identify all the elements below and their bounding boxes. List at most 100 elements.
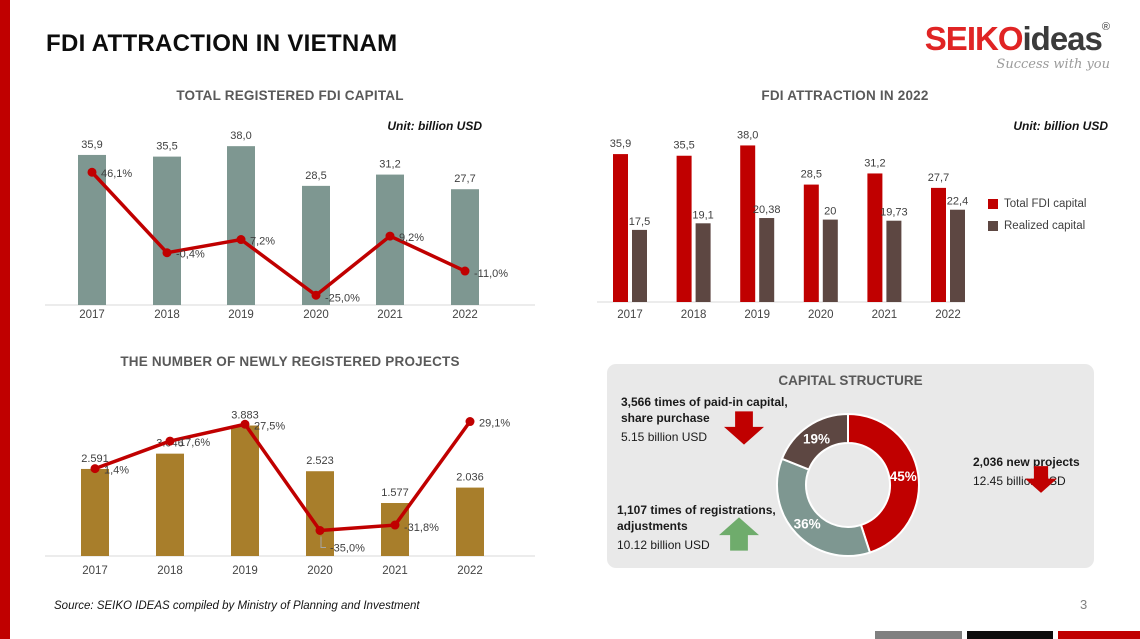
annotation-paid-in-capital: 3,566 times of paid-in capital, share pu… xyxy=(621,394,831,445)
total-fdi-capital-chart-svg: 35,9 2017 35,5 2018 38,0 2019 28,5 2020 31,2 2021… xyxy=(45,130,535,321)
annotation-value: 5.15 billion USD xyxy=(621,430,708,444)
footer-bar-red xyxy=(1058,631,1140,639)
svg-text:27,7: 27,7 xyxy=(928,172,949,184)
svg-text:-31,8%: -31,8% xyxy=(404,522,439,534)
svg-text:2019: 2019 xyxy=(228,309,254,321)
svg-text:20: 20 xyxy=(824,206,836,218)
annotation-value: 10.12 billion USD xyxy=(617,538,710,552)
svg-text:2020: 2020 xyxy=(307,565,333,577)
svg-text:2017: 2017 xyxy=(79,309,105,321)
svg-text:-0,4%: -0,4% xyxy=(176,249,205,261)
left-accent-bar xyxy=(0,0,10,639)
svg-text:2022: 2022 xyxy=(452,309,478,321)
svg-text:28,5: 28,5 xyxy=(801,169,822,181)
svg-text:9,2%: 9,2% xyxy=(399,232,424,244)
annotation-registrations-adjustments: 1,107 times of registrations, adjustment… xyxy=(617,502,827,553)
svg-text:2.036: 2.036 xyxy=(456,472,484,484)
svg-text:19,73: 19,73 xyxy=(880,207,908,219)
logo-wordmark: SEIKOideas® xyxy=(890,20,1110,57)
svg-text:45%: 45% xyxy=(890,469,917,484)
annotation-line: share purchase xyxy=(621,411,710,425)
svg-text:36%: 36% xyxy=(794,516,821,531)
registered-trademark-icon: ® xyxy=(1101,21,1110,33)
legend-swatch-red xyxy=(988,199,998,209)
svg-text:-25,0%: -25,0% xyxy=(325,292,360,304)
page-title: FDI ATTRACTION IN VIETNAM xyxy=(46,30,398,57)
decrease-arrow-icon xyxy=(724,411,764,445)
unit-label: Unit: billion USD xyxy=(387,119,482,133)
svg-text:2020: 2020 xyxy=(303,309,329,321)
chart-total-registered-fdi-capital: TOTAL REGISTERED FDI CAPITAL Unit: billi… xyxy=(40,88,540,338)
svg-text:19,1: 19,1 xyxy=(692,209,713,221)
logo-tagline: Success with you xyxy=(996,57,1110,72)
footer-bar-gray xyxy=(875,631,962,639)
svg-text:2022: 2022 xyxy=(457,565,483,577)
svg-text:35,9: 35,9 xyxy=(81,139,102,151)
svg-text:27,7: 27,7 xyxy=(454,173,475,185)
svg-text:-35,0%: -35,0% xyxy=(330,543,365,555)
unit-label: Unit: billion USD xyxy=(1013,119,1108,133)
chart-fdi-attraction-2022: FDI ATTRACTION IN 2022 Unit: billion USD… xyxy=(590,88,1140,338)
chart-title: FDI ATTRACTION IN 2022 xyxy=(761,88,929,103)
page-number: 3 xyxy=(1080,597,1088,612)
capital-structure-panel: CAPITAL STRUCTURE 45% 36% 19% 3,566 times … xyxy=(607,364,1094,568)
svg-text:38,0: 38,0 xyxy=(737,129,758,141)
increase-arrow-icon xyxy=(719,517,759,551)
legend-swatch-brown xyxy=(988,221,998,231)
svg-text:2021: 2021 xyxy=(872,309,898,321)
svg-text:2019: 2019 xyxy=(744,309,770,321)
svg-text:2018: 2018 xyxy=(157,565,183,577)
svg-text:17,6%: 17,6% xyxy=(179,437,210,449)
svg-text:2018: 2018 xyxy=(154,309,180,321)
fdi-attraction-2022-chart-svg: 35,9 17,5 2017 35,5 19,1 2018 38,0 20,38 2019 28,… xyxy=(597,129,968,321)
svg-text:31,2: 31,2 xyxy=(864,157,885,169)
legend-item-realized: Realized capital xyxy=(988,220,1086,232)
svg-text:46,1%: 46,1% xyxy=(101,168,132,180)
chart-legend: Total FDI capital Realized capital xyxy=(988,198,1086,242)
svg-text:2021: 2021 xyxy=(382,565,408,577)
panel-title: CAPITAL STRUCTURE xyxy=(778,373,923,388)
svg-text:2017: 2017 xyxy=(82,565,108,577)
newly-registered-projects-chart-svg: 2.59120173.04620183.88320192.52320201.57… xyxy=(45,410,535,577)
chart-title: TOTAL REGISTERED FDI CAPITAL xyxy=(176,88,404,103)
svg-text:-11,0%: -11,0% xyxy=(474,268,508,280)
svg-text:20,38: 20,38 xyxy=(753,204,781,216)
svg-text:2018: 2018 xyxy=(681,309,707,321)
source-note: Source: SEIKO IDEAS compiled by Ministry… xyxy=(54,600,420,612)
svg-text:2020: 2020 xyxy=(808,309,834,321)
svg-text:2022: 2022 xyxy=(935,309,961,321)
legend-label: Total FDI capital xyxy=(1004,198,1087,210)
svg-text:27,5%: 27,5% xyxy=(254,420,285,432)
svg-text:29,1%: 29,1% xyxy=(479,418,510,430)
logo-seiko-text: SEIKO xyxy=(924,20,1024,57)
logo-ideas-text: ideas xyxy=(1022,20,1103,57)
svg-text:19%: 19% xyxy=(803,432,830,447)
svg-text:1,4%: 1,4% xyxy=(104,465,129,477)
svg-text:31,2: 31,2 xyxy=(379,159,400,171)
decrease-arrow-icon xyxy=(1025,466,1057,493)
annotation-line: 1,107 times of registrations, xyxy=(617,503,776,517)
svg-text:2021: 2021 xyxy=(377,309,403,321)
capital-structure-donut-svg: 45% 36% 19% xyxy=(776,412,920,557)
legend-label: Realized capital xyxy=(1004,220,1086,232)
svg-text:3.883: 3.883 xyxy=(231,410,259,422)
svg-text:22,4: 22,4 xyxy=(947,196,968,208)
chart-title: THE NUMBER OF NEWLY REGISTERED PROJECTS xyxy=(120,354,460,369)
svg-text:17,5: 17,5 xyxy=(629,216,650,228)
svg-text:2017: 2017 xyxy=(617,309,643,321)
annotation-line: adjustments xyxy=(617,519,688,533)
svg-text:2.523: 2.523 xyxy=(306,455,334,467)
svg-text:35,5: 35,5 xyxy=(673,140,694,152)
legend-item-total-fdi: Total FDI capital xyxy=(988,198,1086,210)
annotation-line: 3,566 times of paid-in capital, xyxy=(621,395,788,409)
footer-bar-black xyxy=(967,631,1053,639)
svg-text:2.591: 2.591 xyxy=(81,453,109,465)
svg-text:1.577: 1.577 xyxy=(381,487,409,499)
annotation-line: 2,036 new projects xyxy=(973,455,1080,469)
svg-text:38,0: 38,0 xyxy=(230,130,251,142)
svg-text:2019: 2019 xyxy=(232,565,258,577)
svg-text:35,5: 35,5 xyxy=(156,141,177,153)
svg-text:35,9: 35,9 xyxy=(610,138,631,150)
svg-text:7,2%: 7,2% xyxy=(250,236,275,248)
